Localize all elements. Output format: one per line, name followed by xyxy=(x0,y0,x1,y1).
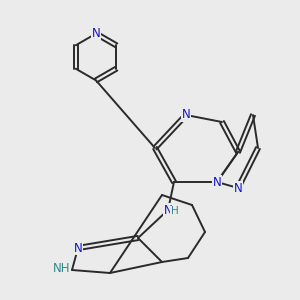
Text: N: N xyxy=(164,203,172,217)
Text: N: N xyxy=(234,182,242,194)
Text: NH: NH xyxy=(53,262,70,275)
Text: H: H xyxy=(171,206,178,217)
Text: N: N xyxy=(213,176,221,188)
Text: N: N xyxy=(74,242,82,254)
Text: N: N xyxy=(182,109,190,122)
Text: N: N xyxy=(92,27,100,40)
